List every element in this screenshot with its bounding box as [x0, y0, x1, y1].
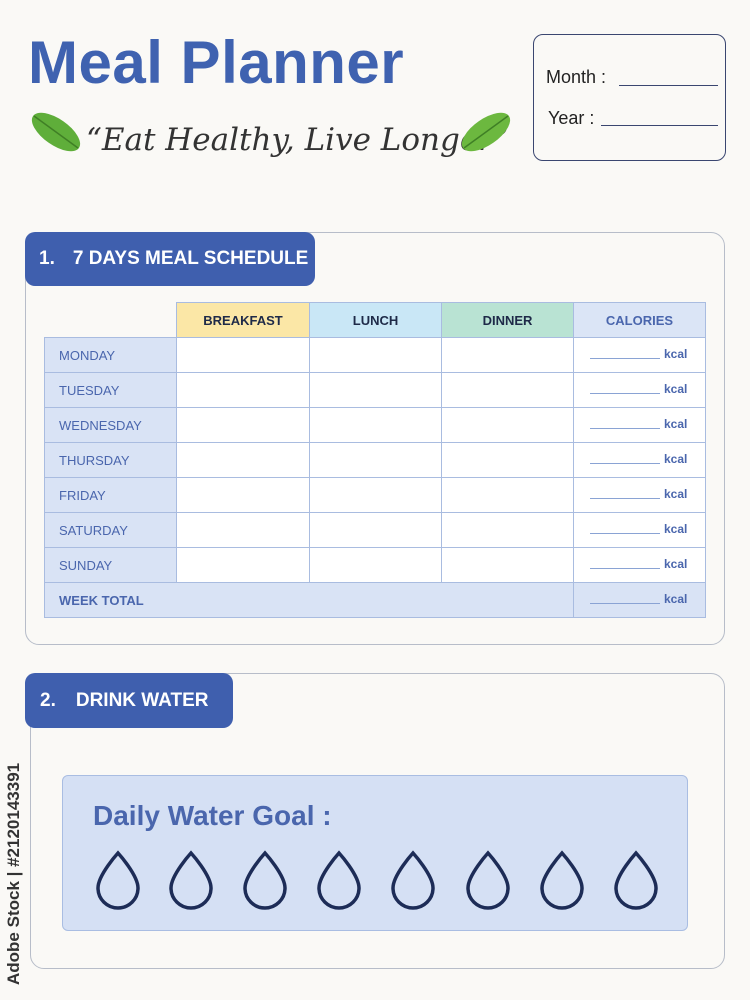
day-cell: WEDNESDAY	[44, 407, 177, 443]
kcal-blank	[590, 393, 660, 394]
total-calories-cell	[573, 582, 706, 618]
meal-cell	[441, 512, 574, 548]
kcal-blank	[590, 498, 660, 499]
water-drop	[391, 850, 435, 910]
column-header: DINNER	[441, 302, 574, 338]
kcal-blank	[590, 603, 660, 604]
leaf-left	[31, 112, 81, 152]
water-drop	[540, 850, 584, 910]
section-title: 7 DAYS MEAL SCHEDULE	[72, 248, 309, 269]
column-header: BREAKFAST	[176, 302, 310, 338]
meal-cell	[441, 407, 574, 443]
meal-cell	[441, 372, 574, 408]
day-cell: FRIDAY	[44, 477, 177, 513]
schedule-section	[25, 232, 725, 645]
kcal-blank	[590, 428, 660, 429]
water-drop	[614, 850, 658, 910]
meal-cell	[176, 512, 310, 548]
meal-cell	[441, 477, 574, 513]
title: Meal Planner	[28, 29, 405, 96]
kcal-blank	[590, 568, 660, 569]
meal-cell	[176, 407, 310, 443]
meal-cell	[309, 547, 442, 583]
meal-cell	[441, 442, 574, 478]
meal-cell	[309, 512, 442, 548]
meal-cell	[176, 372, 310, 408]
year-blank	[601, 125, 718, 126]
section-title: DRINK WATER	[75, 689, 209, 711]
column-header: CALORIES	[573, 302, 706, 338]
day-cell: MONDAY	[44, 337, 177, 373]
water-goal-box: Daily Water Goal :	[62, 775, 688, 931]
kcal-blank	[590, 533, 660, 534]
meal-cell	[309, 337, 442, 373]
column-header: LUNCH	[309, 302, 442, 338]
meal-cell	[573, 407, 706, 443]
day-cell: TUESDAY	[44, 372, 177, 408]
date-box: Month : Year :	[533, 34, 726, 161]
kcal-unit: kcal	[664, 592, 688, 606]
meal-cell	[309, 372, 442, 408]
meal-cell	[573, 477, 706, 513]
water-goal-label: Daily Water Goal :	[93, 800, 332, 831]
meal-cell	[176, 547, 310, 583]
day-cell: SATURDAY	[44, 512, 177, 548]
section-number: 2.	[40, 689, 56, 711]
tagline: “Eat Healthy, Live Longer”	[86, 122, 509, 158]
section-number: 1.	[39, 248, 55, 269]
meal-cell	[176, 442, 310, 478]
kcal-blank	[590, 358, 660, 359]
meal-cell	[309, 442, 442, 478]
kcal-unit: kcal	[664, 347, 688, 361]
month-label: Month :	[546, 67, 607, 87]
leaf-right	[461, 112, 511, 152]
meal-cell	[309, 477, 442, 513]
water-drop	[466, 850, 510, 910]
total-cell: WEEK TOTAL	[44, 582, 574, 618]
water-drop	[243, 850, 287, 910]
meal-cell	[441, 337, 574, 373]
year-label: Year :	[548, 108, 595, 128]
kcal-unit: kcal	[664, 557, 688, 571]
kcal-unit: kcal	[664, 452, 688, 466]
meal-cell	[176, 477, 310, 513]
water-drop	[169, 850, 213, 910]
kcal-blank	[590, 463, 660, 464]
watermark: Adobe Stock | #2120143391	[4, 762, 23, 985]
meal-cell	[309, 407, 442, 443]
schedule-tab: 1. 7 DAYS MEAL SCHEDULE	[25, 232, 315, 286]
day-cell: SUNDAY	[44, 547, 177, 583]
kcal-unit: kcal	[664, 522, 688, 536]
meal-cell	[441, 547, 574, 583]
kcal-unit: kcal	[664, 417, 688, 431]
kcal-unit: kcal	[664, 487, 688, 501]
month-blank	[619, 85, 718, 86]
water-section	[30, 673, 725, 969]
water-drop	[96, 850, 140, 910]
water-tab: 2. DRINK WATER	[25, 673, 233, 728]
day-cell: THURSDAY	[44, 442, 177, 478]
meal-cell	[176, 337, 310, 373]
kcal-unit: kcal	[664, 382, 688, 396]
meal-cell	[573, 547, 706, 583]
water-drop	[317, 850, 361, 910]
water-drops	[96, 850, 658, 910]
